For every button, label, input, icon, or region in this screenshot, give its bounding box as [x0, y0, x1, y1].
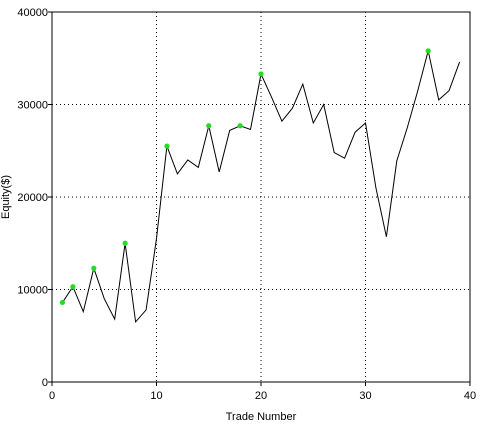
x-tick-label-1: 10 [150, 390, 162, 402]
new-high-marker-0 [59, 299, 66, 306]
new-high-marker-1 [70, 284, 76, 290]
y-tick-label-4: 40000 [17, 7, 48, 19]
y-tick-label-1: 10000 [17, 285, 48, 297]
new-high-marker-7 [258, 71, 264, 77]
axis-ticks: 0 10 20 30 40 0 10000 20000 30000 40000 [17, 7, 476, 402]
new-high-marker-3 [122, 240, 128, 246]
y-tick-label-0: 0 [42, 377, 48, 389]
new-high-marker-4 [164, 143, 170, 149]
x-axis-title: Trade Number [226, 411, 297, 423]
y-tick-label-2: 20000 [17, 192, 48, 204]
x-tick-label-0: 0 [49, 390, 55, 402]
new-high-marker-6 [237, 123, 243, 129]
x-tick-label-4: 40 [464, 390, 476, 402]
y-tick-label-3: 30000 [17, 100, 48, 112]
new-high-markers [59, 48, 431, 306]
new-high-marker-2 [91, 265, 97, 271]
new-high-marker-8 [425, 48, 431, 54]
grid-lines [52, 12, 470, 382]
x-tick-label-3: 30 [359, 390, 371, 402]
y-axis-title: Equity($) [0, 175, 12, 219]
x-tick-label-2: 20 [255, 390, 267, 402]
new-high-marker-5 [206, 123, 212, 129]
